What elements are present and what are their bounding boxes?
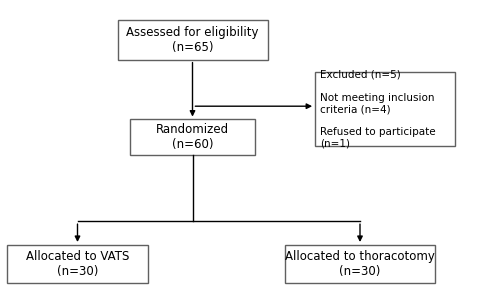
Text: Randomized
(n=60): Randomized (n=60) (156, 123, 229, 151)
FancyBboxPatch shape (315, 72, 455, 146)
FancyBboxPatch shape (130, 119, 255, 155)
Text: Allocated to thoracotomy
(n=30): Allocated to thoracotomy (n=30) (285, 250, 435, 278)
FancyBboxPatch shape (8, 245, 147, 283)
FancyBboxPatch shape (118, 20, 268, 60)
Text: Excluded (n=5)

Not meeting inclusion
criteria (n=4)

Refused to participate
(n=: Excluded (n=5) Not meeting inclusion cri… (320, 69, 436, 149)
FancyBboxPatch shape (285, 245, 435, 283)
Text: Assessed for eligibility
(n=65): Assessed for eligibility (n=65) (126, 26, 259, 54)
Text: Allocated to VATS
(n=30): Allocated to VATS (n=30) (26, 250, 129, 278)
